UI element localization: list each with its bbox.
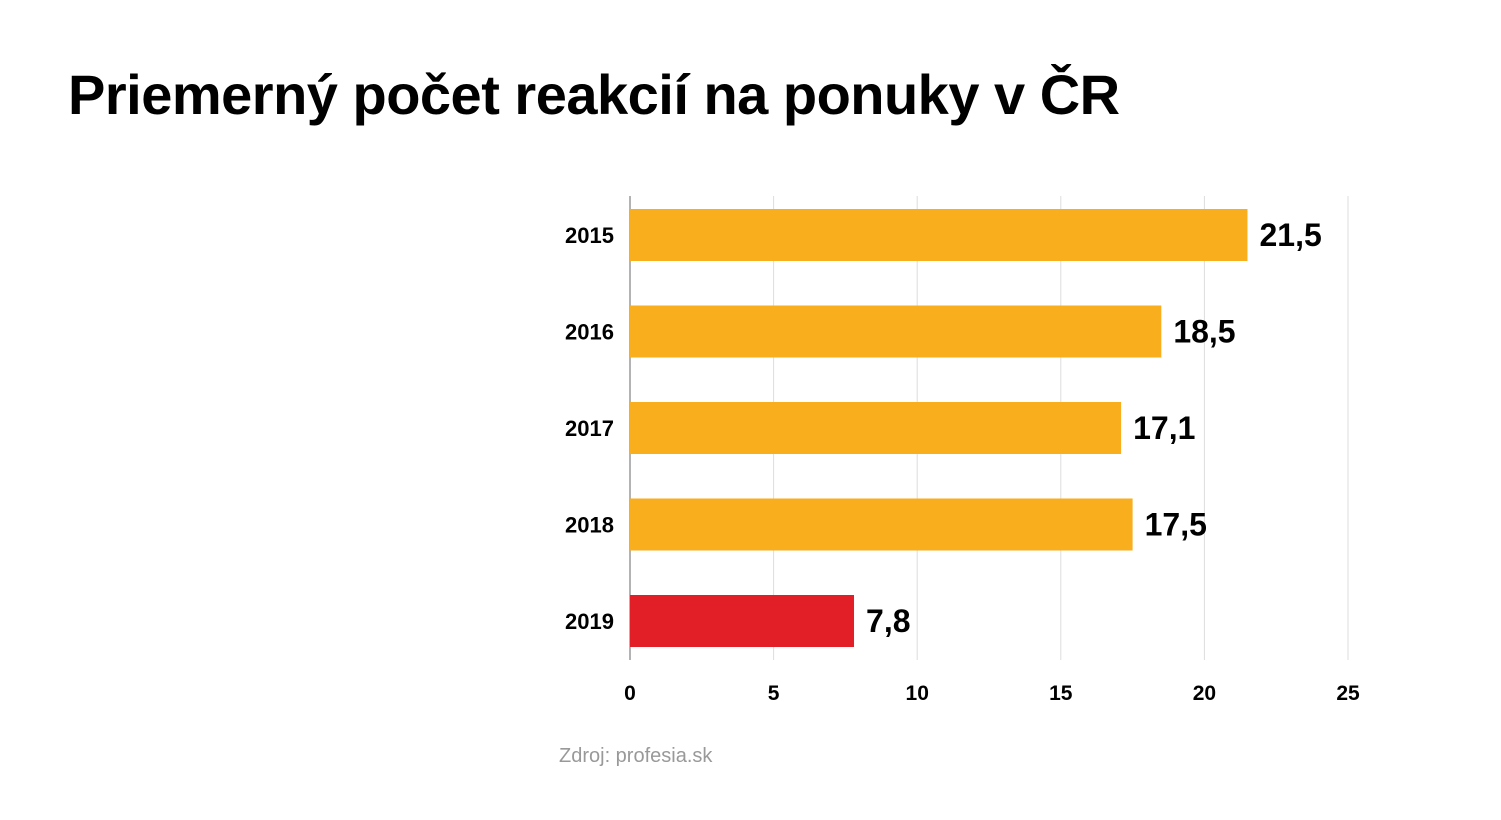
x-tick-label: 5 — [768, 682, 780, 705]
category-label: 2016 — [565, 320, 614, 345]
category-label: 2017 — [565, 416, 614, 441]
bars — [630, 209, 1248, 647]
x-tick-label: 0 — [624, 682, 636, 705]
category-label: 2015 — [565, 223, 614, 248]
x-tick-label: 25 — [1336, 682, 1360, 705]
bar-2015 — [630, 209, 1248, 261]
bar-2018 — [630, 498, 1133, 551]
bar-2019 — [630, 595, 855, 647]
x-tick-label: 20 — [1193, 682, 1216, 705]
bar-2016 — [630, 305, 1162, 358]
data-label: 21,5 — [1259, 217, 1321, 253]
data-label: 17,5 — [1145, 507, 1207, 543]
data-label: 17,1 — [1133, 410, 1195, 446]
chart-title: Priemerný počet reakcií na ponuky v ČR — [68, 63, 1120, 126]
category-label: 2018 — [565, 513, 614, 538]
category-label: 2019 — [565, 609, 614, 634]
labels: 0 5 10 15 20 25 2015 21,5 2016 18,5 2017 17,1 2018 17… — [565, 217, 1360, 705]
data-label: 18,5 — [1173, 314, 1235, 350]
data-label: 7,8 — [866, 603, 910, 639]
source-note: Zdroj: profesia.sk — [559, 745, 713, 767]
x-tick-label: 10 — [906, 682, 929, 705]
x-tick-label: 15 — [1049, 682, 1073, 705]
bar-2017 — [630, 402, 1122, 454]
